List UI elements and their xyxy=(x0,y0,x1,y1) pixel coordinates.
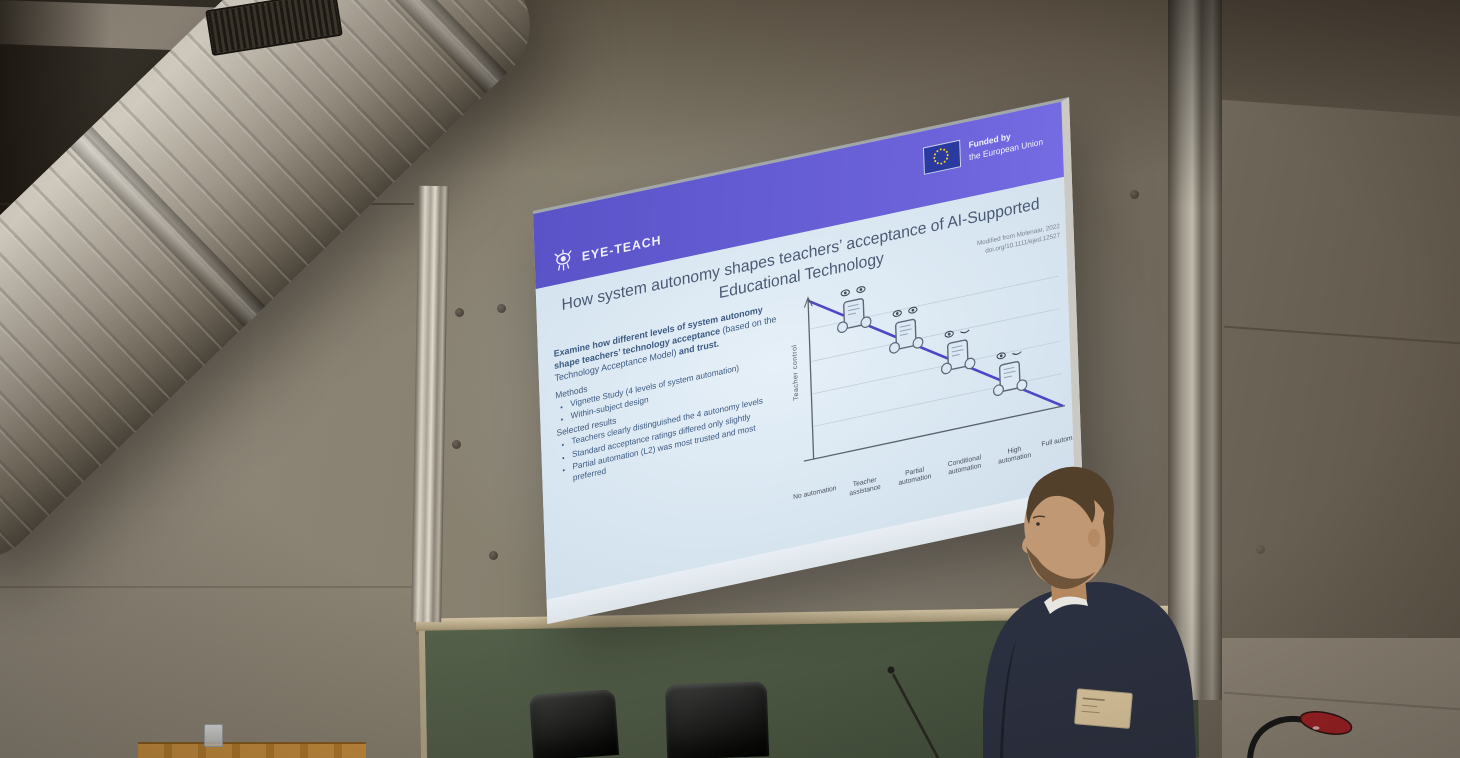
eye-teach-mascot-icon xyxy=(554,249,572,271)
chart-line xyxy=(807,299,1064,408)
formwork-tie-hole xyxy=(455,308,464,317)
concrete-seam xyxy=(1224,325,1460,345)
lower-right-wall xyxy=(1222,638,1460,758)
tablet-icon-4 xyxy=(991,350,1028,397)
eu-badge-text: Funded by the European Union xyxy=(968,131,1044,162)
chair xyxy=(664,681,770,758)
formwork-tie-hole xyxy=(452,440,461,449)
tablet-icon-2 xyxy=(888,306,924,355)
eu-funding-badge: Funded by the European Union xyxy=(923,122,1043,175)
drinking-glass xyxy=(204,724,223,747)
logo-text: EYE-TEACH xyxy=(581,232,662,264)
duct-joint-ring xyxy=(311,0,508,94)
automation-levels-chart: Modified from Molenaar, 2022 doi.org/10.… xyxy=(782,223,1074,538)
chart-axes xyxy=(803,296,1066,462)
upper-right-wall-shadow xyxy=(1207,0,1460,117)
tablet-icon-3 xyxy=(939,329,976,376)
chart-canvas xyxy=(803,275,1066,462)
formwork-tie-hole xyxy=(497,304,506,313)
formwork-tie-hole xyxy=(1256,545,1265,554)
formwork-tie-hole xyxy=(489,551,498,560)
wooden-lectern-edge xyxy=(138,742,366,758)
formwork-tie-hole xyxy=(1130,190,1139,199)
concrete-seam xyxy=(0,586,418,588)
slide-body: How system autonomy shapes teachers’ acc… xyxy=(535,176,1075,600)
wall-rail-right xyxy=(1168,0,1222,700)
gridlines xyxy=(810,275,1062,427)
eye-teach-logo: EYE-TEACH xyxy=(550,227,662,277)
duct-joint-ring xyxy=(70,126,266,328)
projection-screen: EYE-TEACH Funded by the Europea xyxy=(533,97,1084,625)
slide-header-band: EYE-TEACH Funded by the Europea xyxy=(533,101,1064,290)
eu-flag-icon xyxy=(923,139,962,175)
chair xyxy=(528,689,620,758)
tablet-icon-1 xyxy=(836,285,872,335)
